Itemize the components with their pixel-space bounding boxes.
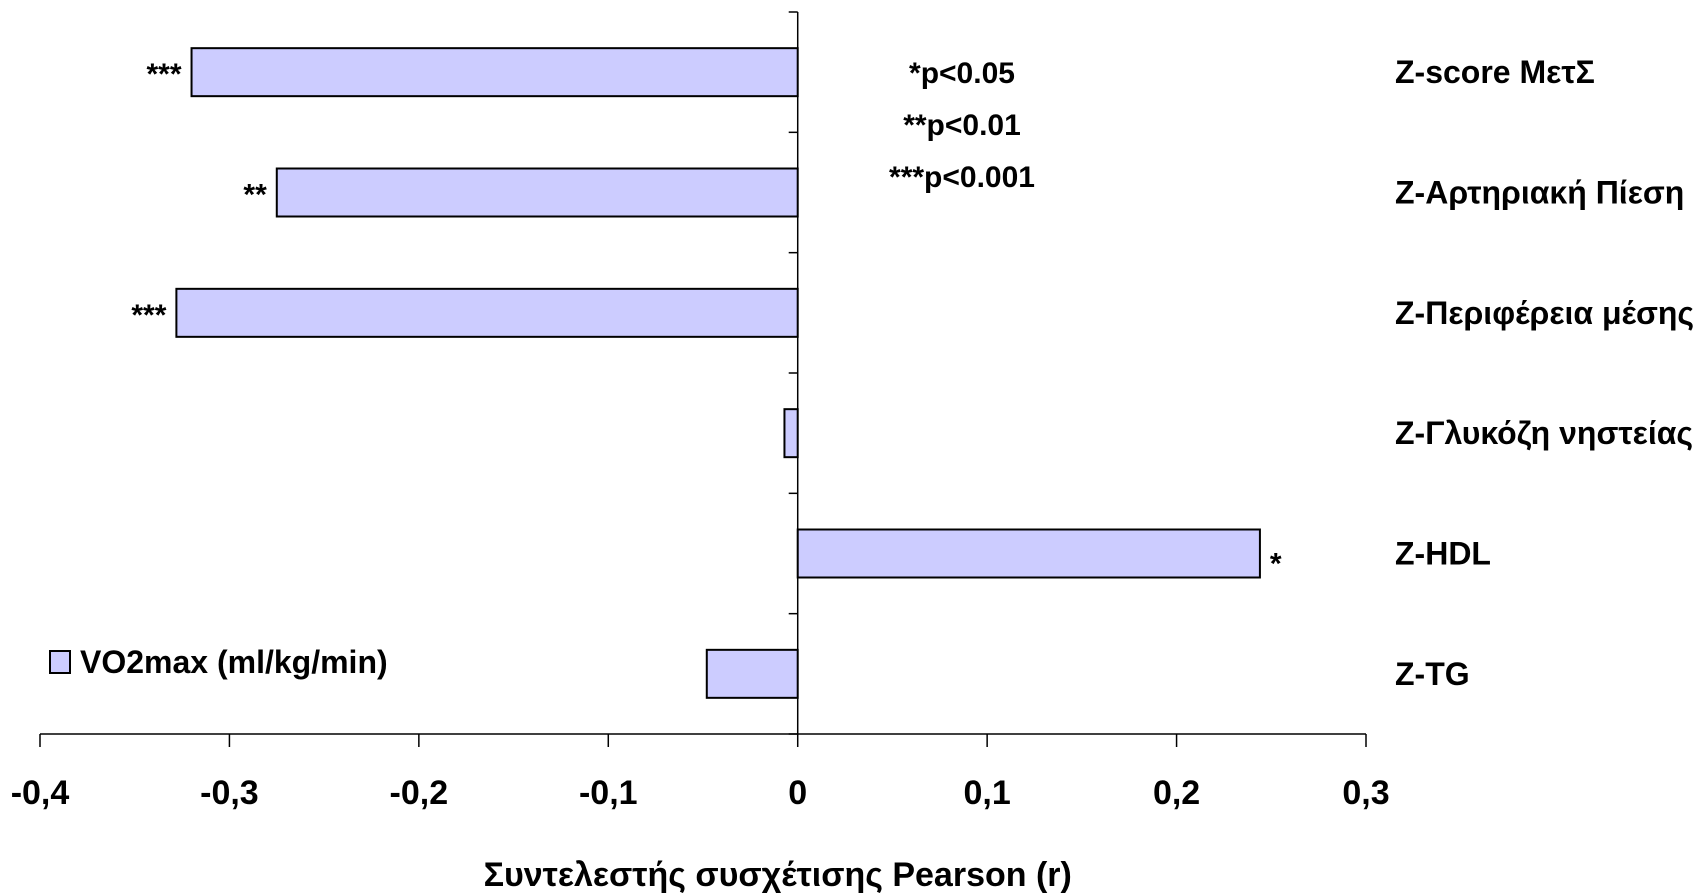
category-label: Z-HDL <box>1395 536 1491 572</box>
significance-note: ***p<0.001 <box>889 161 1035 194</box>
category-label: Z-score ΜετΣ <box>1395 54 1595 90</box>
bar <box>783 408 799 459</box>
significance-label: *** <box>147 58 182 91</box>
x-tick-label: -0,2 <box>390 774 449 812</box>
bar <box>175 287 799 338</box>
x-tick-label: -0,1 <box>579 774 638 812</box>
legend-label: VO2max (ml/kg/min) <box>80 644 388 680</box>
bar <box>796 528 1261 579</box>
bar <box>190 47 799 98</box>
bar <box>705 648 799 699</box>
x-tick-label: 0,2 <box>1153 774 1200 812</box>
category-label: Z-Γλυκόζη νηστείας <box>1395 415 1693 451</box>
x-axis-title: Συντελεστής συσχέτισης Pearson (r) <box>484 856 1072 894</box>
significance-label: ** <box>243 179 267 212</box>
category-label: Z-TG <box>1395 656 1470 692</box>
significance-label: *** <box>131 299 166 332</box>
significance-label: * <box>1270 548 1282 581</box>
x-tick-label: 0 <box>788 774 807 812</box>
category-label: Z-Αρτηριακή Πίεση <box>1395 175 1684 211</box>
legend-swatch <box>49 650 71 674</box>
x-tick-label: -0,3 <box>200 774 259 812</box>
bar <box>275 167 799 218</box>
x-tick-label: 0,1 <box>964 774 1011 812</box>
significance-note: **p<0.01 <box>903 109 1021 142</box>
x-tick-label: 0,3 <box>1342 774 1389 812</box>
significance-note: *p<0.05 <box>909 57 1015 90</box>
x-tick-label: -0,4 <box>11 774 70 812</box>
category-label: Z-Περιφέρεια μέσης <box>1395 295 1694 331</box>
